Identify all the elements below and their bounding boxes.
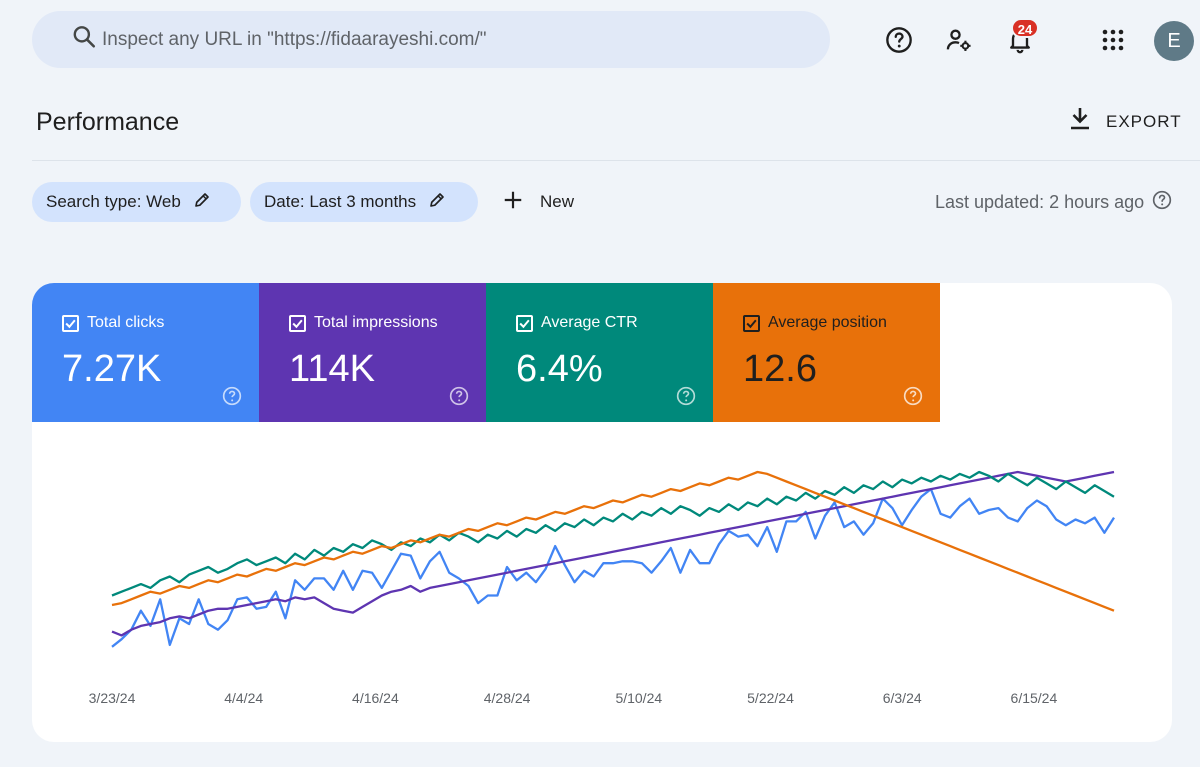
checkbox-checked-icon[interactable] <box>743 314 760 332</box>
new-filter-label: New <box>540 192 575 211</box>
apps-grid-icon[interactable] <box>1097 24 1129 56</box>
last-updated-status: Last updated: 2 hours ago <box>935 190 1172 215</box>
edit-pencil-icon <box>428 191 446 214</box>
performance-line-chart[interactable]: 3/23/24 4/4/24 4/16/24 4/28/24 5/10/24 5/22/2… <box>32 422 1172 742</box>
metric-tile-label: Total clicks <box>62 314 164 332</box>
checkbox-checked-icon[interactable] <box>516 314 533 332</box>
export-label: EXPORT <box>1106 111 1182 131</box>
export-button[interactable]: EXPORT <box>1068 106 1182 137</box>
url-inspect-search-bar[interactable] <box>32 11 830 68</box>
metric-value-average-ctr: 6.4% <box>516 348 603 390</box>
metric-tile-average-position[interactable]: Average position 12.6 <box>713 283 940 422</box>
account-avatar[interactable]: E <box>1154 21 1194 61</box>
x-axis-tick-label: 6/3/24 <box>883 690 922 706</box>
metric-tile-label: Average position <box>743 314 887 332</box>
metric-label-average-position: Average position <box>768 314 887 331</box>
metric-value-average-position: 12.6 <box>743 348 817 390</box>
checkbox-checked-icon[interactable] <box>62 314 79 332</box>
metric-tile-total-impressions[interactable]: Total impressions 114K <box>259 283 486 422</box>
metric-tile-label: Average CTR <box>516 314 638 332</box>
metric-value-total-clicks: 7.27K <box>62 348 162 390</box>
performance-card: Total clicks 7.27K Total impressions 114… <box>32 283 1172 742</box>
plus-icon <box>502 189 524 216</box>
metric-tile-label: Total impressions <box>289 314 438 332</box>
edit-pencil-icon <box>193 191 211 214</box>
x-axis-tick-label: 4/4/24 <box>224 690 263 706</box>
metric-tile-average-ctr[interactable]: Average CTR 6.4% <box>486 283 713 422</box>
date-filter-label: Date: Last 3 months <box>264 192 417 211</box>
series-line-total-clicks <box>111 487 1115 648</box>
metric-label-total-clicks: Total clicks <box>87 314 165 331</box>
x-axis-tick-label: 5/10/24 <box>615 690 662 706</box>
page-title: Performance <box>36 108 180 136</box>
help-circle-icon[interactable] <box>449 386 469 411</box>
x-axis-tick-label: 3/23/24 <box>89 690 136 706</box>
metric-label-total-impressions: Total impressions <box>314 314 438 331</box>
search-type-label: Search type: Web <box>46 192 181 211</box>
metric-label-average-ctr: Average CTR <box>541 314 638 331</box>
url-inspect-input[interactable] <box>102 11 802 68</box>
series-line-average-position <box>111 470 1115 612</box>
help-circle-icon[interactable] <box>676 386 696 411</box>
x-axis-tick-label: 4/16/24 <box>352 690 399 706</box>
help-circle-icon[interactable] <box>903 386 923 411</box>
search-type-filter-chip[interactable]: Search type: Web <box>32 182 241 222</box>
notification-count-badge: 24 <box>1011 18 1039 38</box>
metric-value-total-impressions: 114K <box>289 348 375 390</box>
help-circle-icon[interactable] <box>1152 190 1172 215</box>
search-icon <box>71 24 97 55</box>
x-axis-tick-label: 6/15/24 <box>1011 690 1058 706</box>
metric-tile-total-clicks[interactable]: Total clicks 7.27K <box>32 283 259 422</box>
series-line-average-ctr <box>111 470 1115 597</box>
manage-users-icon[interactable] <box>943 24 975 56</box>
new-filter-button[interactable]: New <box>502 186 574 218</box>
last-updated-text: Last updated: 2 hours ago <box>935 192 1145 212</box>
series-line-total-impressions <box>111 470 1115 637</box>
download-icon <box>1068 106 1092 137</box>
header-divider <box>32 160 1200 161</box>
checkbox-checked-icon[interactable] <box>289 314 306 332</box>
x-axis-tick-label: 5/22/24 <box>747 690 794 706</box>
x-axis-tick-label: 4/28/24 <box>484 690 531 706</box>
date-filter-chip[interactable]: Date: Last 3 months <box>250 182 478 222</box>
help-icon[interactable] <box>883 24 915 56</box>
help-circle-icon[interactable] <box>222 386 242 411</box>
